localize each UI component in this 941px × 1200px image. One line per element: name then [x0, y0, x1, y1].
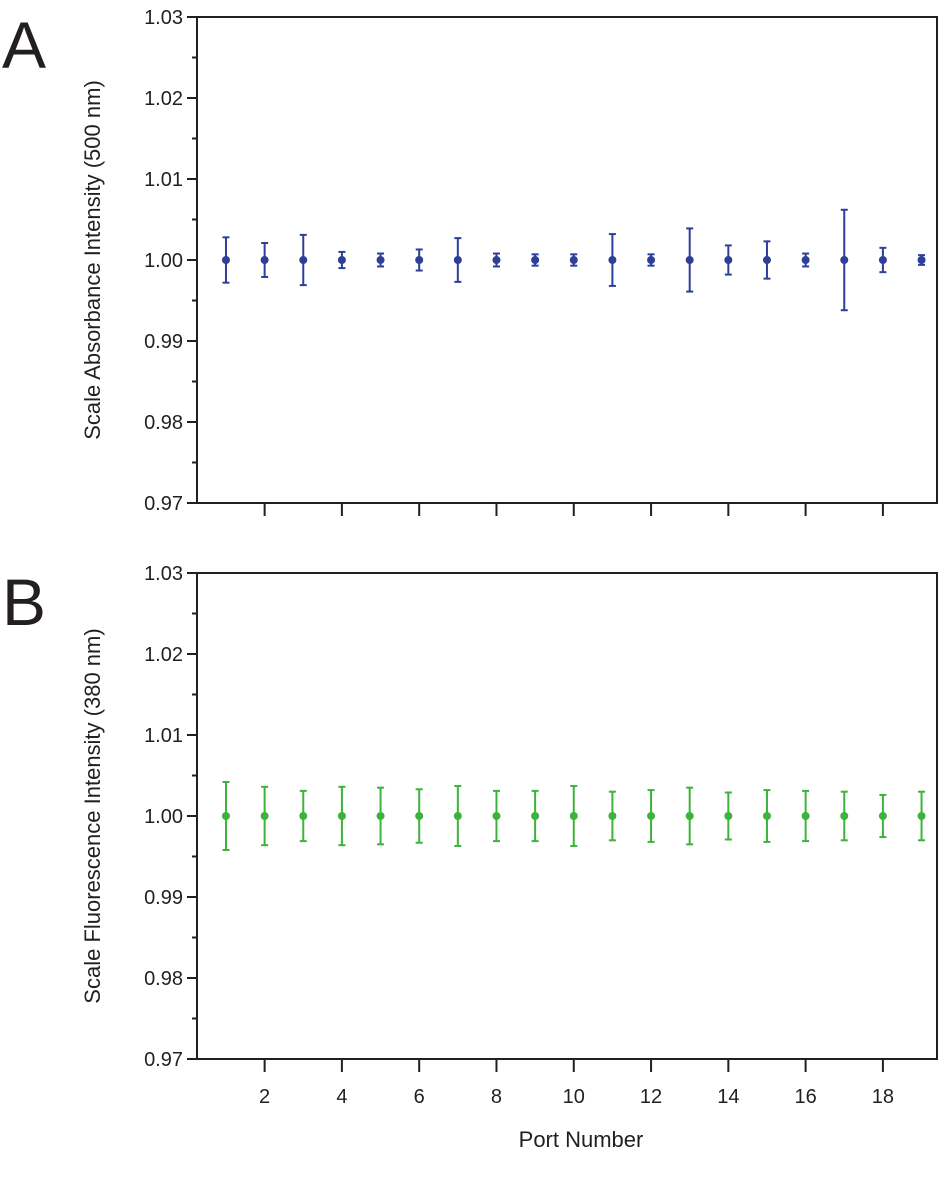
- data-point: [337, 256, 346, 264]
- data-point: [724, 256, 733, 264]
- data-point: [685, 256, 694, 264]
- plot-frame: [196, 572, 938, 1060]
- y-axis-title: Scale Fluorescence Intensity (380 nm): [80, 628, 105, 1003]
- data-point: [878, 256, 887, 264]
- data-point: [647, 256, 656, 264]
- data-point: [647, 812, 656, 820]
- panel-label: A: [2, 8, 46, 82]
- data-point: [337, 812, 346, 820]
- y-tick-label: 1.03: [144, 7, 183, 29]
- data-point: [221, 256, 230, 264]
- data-point: [801, 812, 810, 820]
- y-tick-label: 0.97: [144, 1049, 183, 1071]
- data-point: [299, 812, 308, 820]
- y-tick-label: 1.00: [144, 806, 183, 828]
- y-tick-label: 0.98: [144, 412, 183, 434]
- data-point: [762, 256, 771, 264]
- data-point: [376, 256, 385, 264]
- data-point: [299, 256, 308, 264]
- data-point: [260, 812, 269, 820]
- panel-b: B 0.97 0.98 0.99 1.00 1.01 1.02 1.03 2 4 6 8 10 12 14 1…: [2, 563, 938, 1152]
- data-point: [608, 812, 617, 820]
- data-point: [917, 256, 926, 264]
- data-point: [685, 812, 694, 820]
- y-tick-label: 1.02: [144, 88, 183, 110]
- data-point: [492, 256, 501, 264]
- data-point: [376, 812, 385, 820]
- x-tick-label: 6: [414, 1086, 425, 1108]
- x-tick-label: 12: [640, 1086, 662, 1108]
- data-point: [221, 812, 230, 820]
- y-tick-label: 1.02: [144, 644, 183, 666]
- data-point: [840, 256, 849, 264]
- data-point: [917, 812, 926, 820]
- y-axis-title: Scale Absorbance Intensity (500 nm): [80, 80, 105, 440]
- y-tick-label: 0.98: [144, 968, 183, 990]
- data-point: [724, 812, 733, 820]
- x-axis-title: Port Number: [519, 1127, 644, 1152]
- x-tick-label: 4: [336, 1086, 347, 1108]
- data-point: [415, 256, 424, 264]
- data-point: [608, 256, 617, 264]
- data-point: [453, 812, 462, 820]
- data-point: [762, 812, 771, 820]
- x-tick-label: 10: [563, 1086, 585, 1108]
- y-tick-label: 0.99: [144, 331, 183, 353]
- panel-label: B: [2, 565, 46, 639]
- y-tick-label: 1.01: [144, 169, 183, 191]
- x-tick-label: 14: [717, 1086, 739, 1108]
- data-point: [531, 812, 540, 820]
- data-point: [415, 812, 424, 820]
- data-point: [878, 812, 887, 820]
- data-point: [453, 256, 462, 264]
- x-tick-label: 8: [491, 1086, 502, 1108]
- y-tick-label: 1.03: [144, 563, 183, 585]
- data-point: [260, 256, 269, 264]
- data-point: [492, 812, 501, 820]
- data-point: [569, 256, 578, 264]
- data-point: [569, 812, 578, 820]
- x-tick-label: 16: [794, 1086, 816, 1108]
- x-tick-label: 2: [259, 1086, 270, 1108]
- panel-a: A 0.97 0.98 0.99 1.00 1.01 1.02 1.03 Scale Absor…: [2, 7, 938, 516]
- y-tick-label: 0.99: [144, 887, 183, 909]
- data-point: [801, 256, 810, 264]
- y-tick-label: 1.01: [144, 725, 183, 747]
- plot-frame: [196, 16, 938, 504]
- x-tick-label: 18: [872, 1086, 894, 1108]
- y-tick-label: 0.97: [144, 493, 183, 515]
- data-point: [840, 812, 849, 820]
- y-tick-label: 1.00: [144, 250, 183, 272]
- data-point: [531, 256, 540, 264]
